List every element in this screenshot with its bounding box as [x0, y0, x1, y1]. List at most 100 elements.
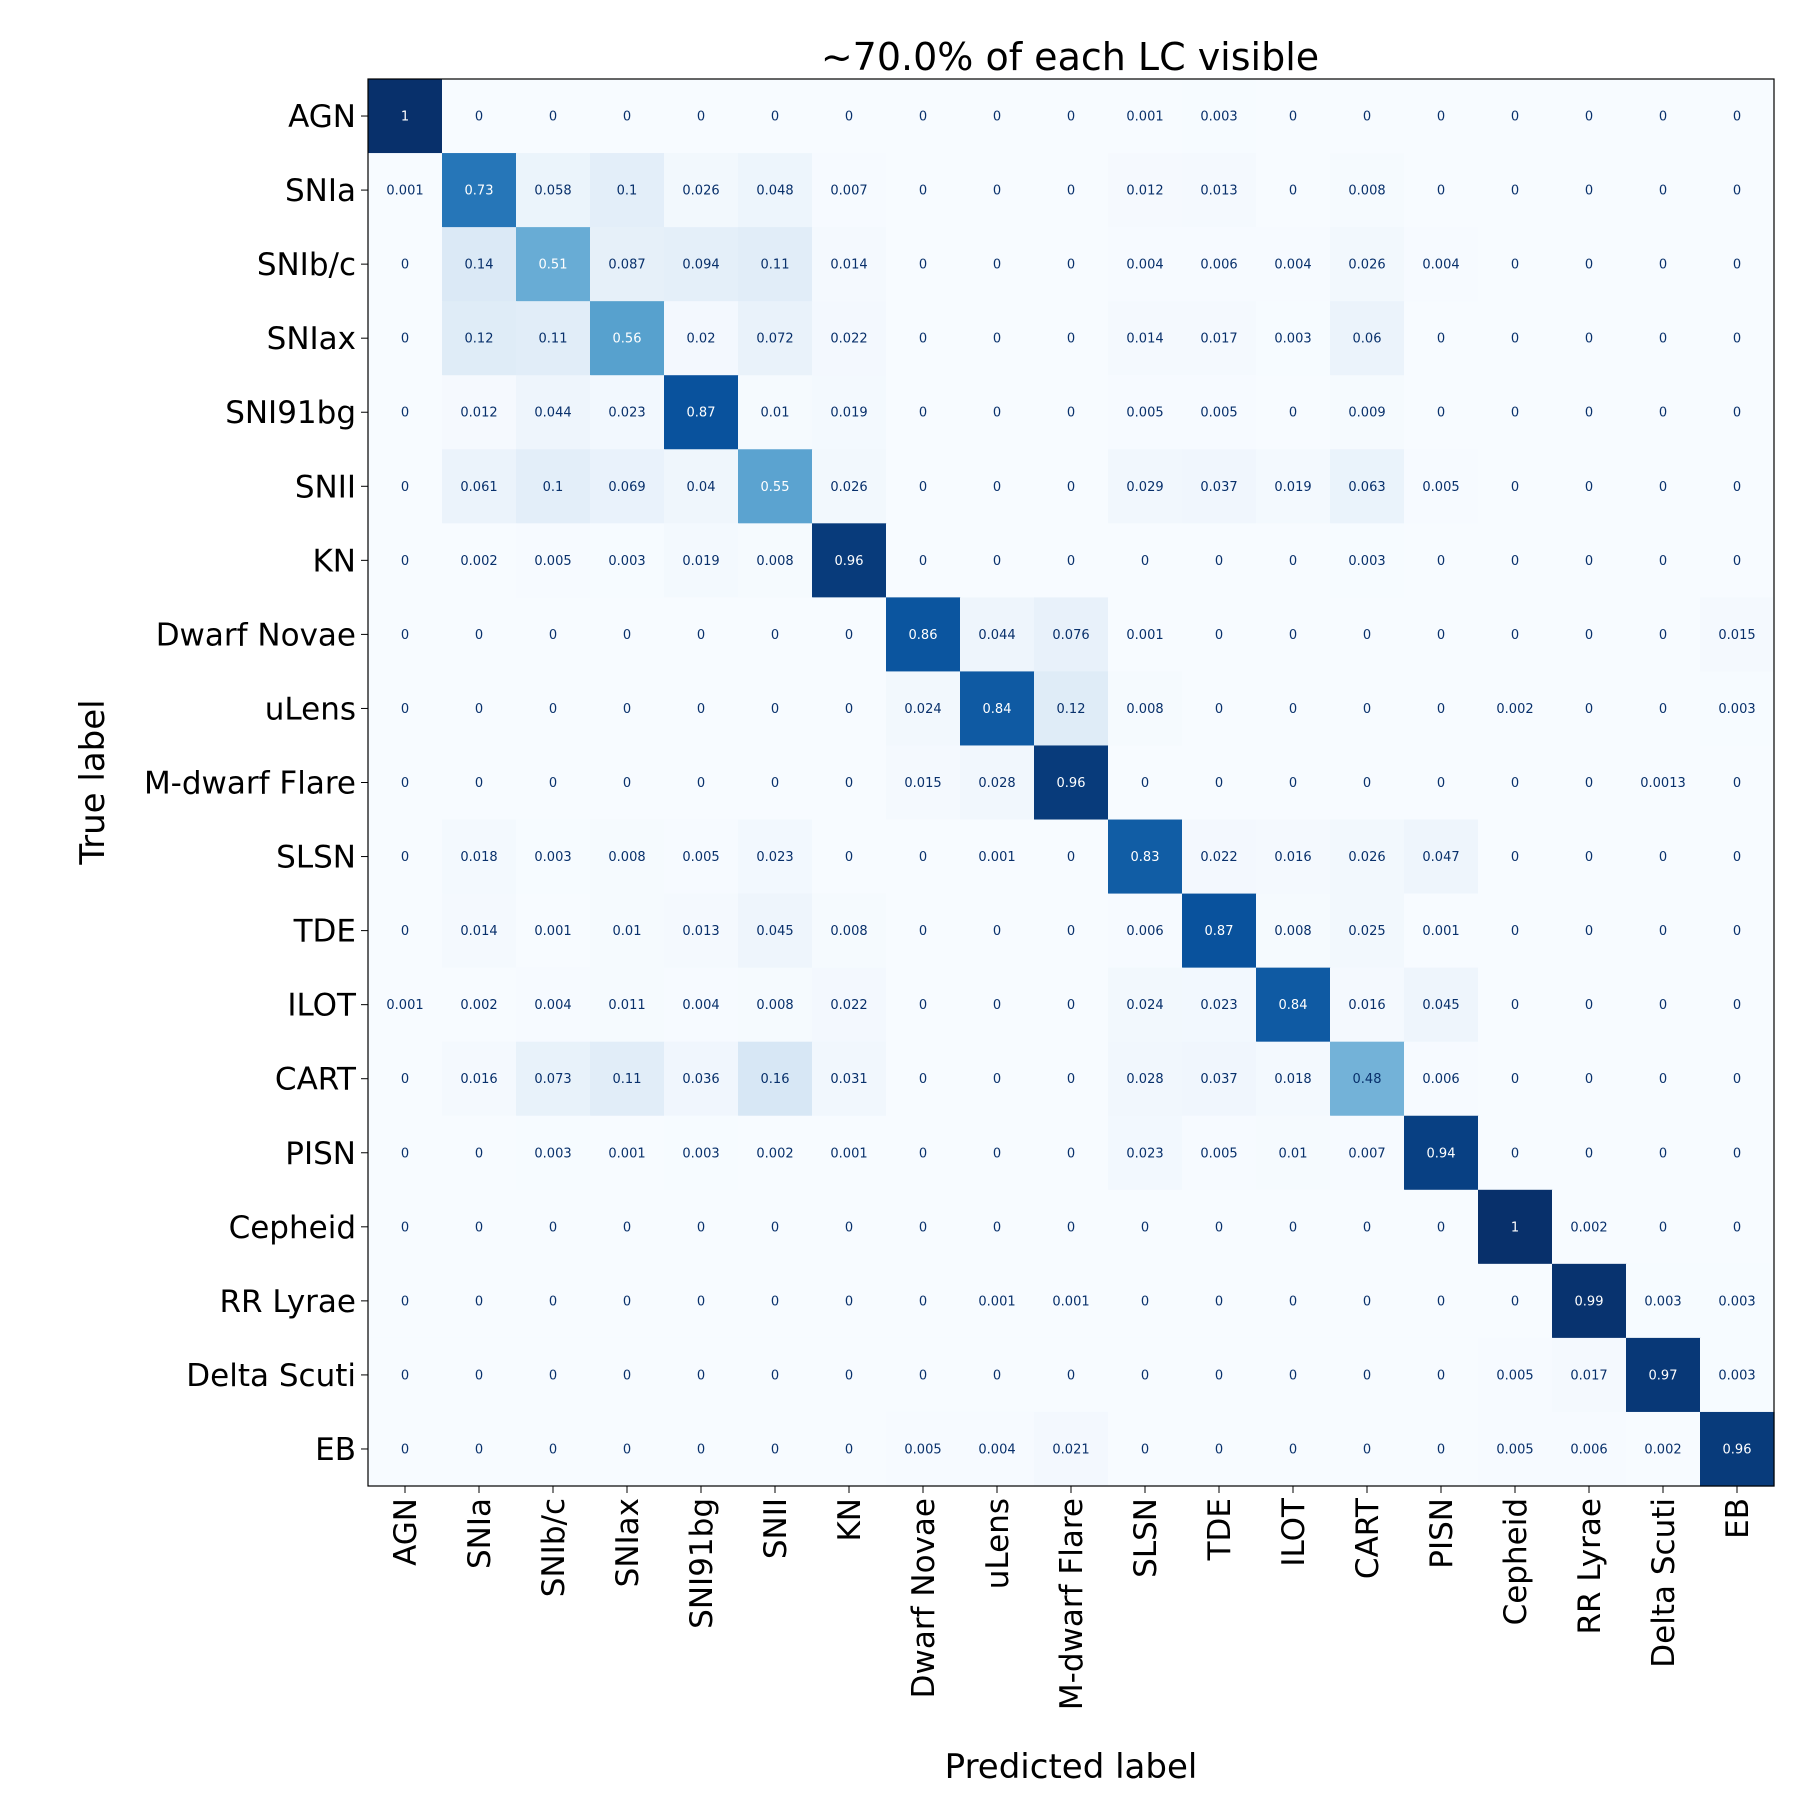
- heatmap-cell: [1700, 301, 1775, 376]
- heatmap-cell: [1108, 1115, 1183, 1191]
- y-tick-label: EB: [315, 1432, 356, 1468]
- cell-value-label: 0: [1659, 110, 1667, 125]
- heatmap-cell: [1626, 227, 1701, 302]
- heatmap-cell: [886, 745, 961, 821]
- heatmap-cell: [664, 301, 739, 376]
- cell-value-label: 0: [1585, 480, 1593, 495]
- heatmap-cell: [738, 967, 813, 1043]
- cell-value-label: 0: [771, 776, 779, 791]
- heatmap-cell: [886, 967, 961, 1043]
- cell-value-label: 0: [993, 110, 1001, 125]
- heatmap-cell: [368, 227, 443, 302]
- heatmap-cell: [1108, 893, 1183, 969]
- heatmap-cell: [1552, 227, 1627, 302]
- heatmap-cell: [1330, 671, 1405, 747]
- heatmap-cell: [1256, 967, 1331, 1043]
- heatmap-cells: [368, 79, 1775, 1487]
- y-tick-label: SNIax: [267, 321, 356, 357]
- cell-value-label: 0: [1067, 924, 1075, 939]
- cell-value-label: 0: [1511, 998, 1519, 1013]
- heatmap-cell: [368, 819, 443, 895]
- cell-value-label: 0: [1511, 110, 1519, 125]
- cell-value-label: 0: [475, 776, 483, 791]
- cell-value-label: 0: [475, 702, 483, 717]
- cell-value-label: 0: [1067, 1368, 1075, 1383]
- cell-value-label: 0.024: [1126, 998, 1163, 1013]
- heatmap-cell: [590, 1337, 665, 1413]
- heatmap-cell: [1034, 1411, 1109, 1487]
- cell-value-label: 0: [1437, 1294, 1445, 1309]
- heatmap-cell: [1404, 893, 1479, 969]
- cell-value-label: 0: [1437, 110, 1445, 125]
- cell-value-label: 0: [1363, 1220, 1371, 1235]
- heatmap-cell: [1034, 523, 1109, 598]
- heatmap-cell: [960, 375, 1035, 450]
- cell-value-label: 1: [1511, 1220, 1519, 1235]
- cell-value-label: 0: [1511, 628, 1519, 643]
- heatmap-cell: [1700, 375, 1775, 450]
- cell-value-label: 0.006: [1200, 258, 1237, 273]
- heatmap-cell: [590, 1041, 665, 1117]
- cell-value-label: 0: [1067, 184, 1075, 199]
- heatmap-cell: [1256, 745, 1331, 821]
- cell-value-label: 0: [993, 332, 1001, 347]
- heatmap-cell: [1330, 227, 1405, 302]
- heatmap-cell: [442, 1115, 517, 1191]
- heatmap-cell: [1034, 79, 1109, 154]
- heatmap-cell: [1182, 819, 1257, 895]
- cell-value-label: 0: [697, 1294, 705, 1309]
- cell-value-label: 0: [993, 924, 1001, 939]
- heatmap-cell: [1256, 375, 1331, 450]
- heatmap-cell: [886, 1189, 961, 1265]
- cell-value-label: 0.025: [1348, 924, 1385, 939]
- cell-value-label: 0: [1215, 1294, 1223, 1309]
- heatmap-cell: [960, 893, 1035, 969]
- cell-value-label: 0: [771, 1442, 779, 1457]
- heatmap-cell: [960, 1411, 1035, 1487]
- cell-value-label: 0.002: [1570, 1220, 1607, 1235]
- cell-value-label: 0: [1363, 776, 1371, 791]
- heatmap-cell: [1034, 1337, 1109, 1413]
- cell-value-label: 0.002: [756, 1146, 793, 1161]
- cell-value-label: 1: [401, 110, 409, 125]
- cell-value-label: 0: [919, 850, 927, 865]
- heatmap-cell: [1256, 1041, 1331, 1117]
- heatmap-cell: [516, 301, 591, 376]
- heatmap-cell: [516, 1041, 591, 1117]
- heatmap-cell: [1478, 227, 1553, 302]
- heatmap-cell: [516, 1411, 591, 1487]
- cell-value-label: 0: [1141, 1294, 1149, 1309]
- cell-value-label: 0: [623, 702, 631, 717]
- heatmap-cell: [368, 301, 443, 376]
- x-tick-label: SNIb/c: [536, 1498, 572, 1597]
- heatmap-cell: [1330, 1115, 1405, 1191]
- heatmap-cell: [1182, 449, 1257, 524]
- cell-value-label: 0: [845, 1442, 853, 1457]
- cell-value-label: 0.018: [460, 850, 497, 865]
- cell-value-label: 0.037: [1200, 1072, 1237, 1087]
- heatmap-cell: [738, 893, 813, 969]
- cell-value-label: 0: [919, 1072, 927, 1087]
- x-tick-label: Dwarf Novae: [906, 1498, 942, 1698]
- heatmap-cell: [1330, 893, 1405, 969]
- cell-value-label: 0.087: [608, 258, 645, 273]
- cell-value-label: 0.001: [608, 1146, 645, 1161]
- y-tick-label: RR Lyrae: [219, 1284, 356, 1320]
- cell-value-label: 0: [1733, 1072, 1741, 1087]
- heatmap-cell: [1626, 79, 1701, 154]
- cell-value-label: 0: [1585, 628, 1593, 643]
- heatmap-cell: [812, 227, 887, 302]
- cell-value-label: 0: [1363, 1294, 1371, 1309]
- cell-value-label: 0: [1733, 480, 1741, 495]
- heatmap-cell: [1626, 1411, 1701, 1487]
- heatmap-cell: [1330, 79, 1405, 154]
- y-tick-label: TDE: [293, 914, 356, 950]
- cell-value-label: 0: [1733, 332, 1741, 347]
- cell-value-label: 0: [1733, 258, 1741, 273]
- heatmap-cell: [368, 79, 443, 154]
- heatmap-cell: [1478, 449, 1553, 524]
- heatmap-cell: [1330, 819, 1405, 895]
- heatmap-cell: [1330, 1411, 1405, 1487]
- cell-value-label: 0: [1659, 628, 1667, 643]
- cell-value-label: 0: [1215, 554, 1223, 569]
